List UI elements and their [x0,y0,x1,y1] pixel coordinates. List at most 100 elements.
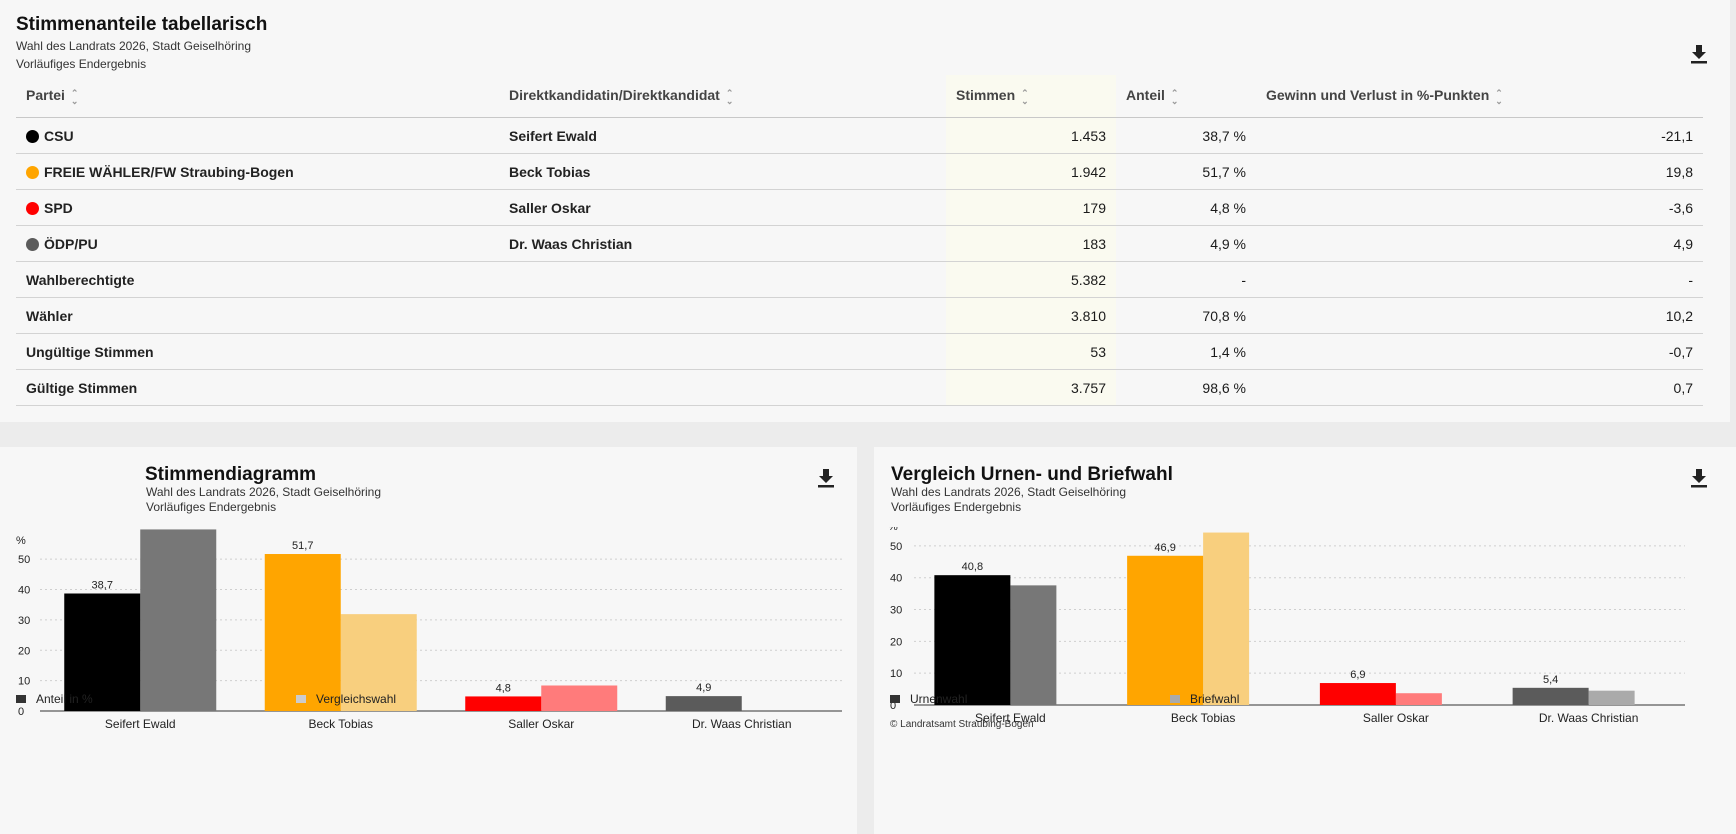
totals-row: Wahlberechtigte 5.382 - - [16,261,1703,298]
votes-value: 53 [946,333,1116,370]
header-stimmen[interactable]: Stimmen ⌃ ⌄ [946,75,1116,118]
y-tick-label: 50 [890,541,902,553]
header-kandidat[interactable]: Direktkandidatin/Direktkandidat ⌃ ⌄ [499,75,946,118]
download-icon[interactable] [1690,468,1708,488]
party-color-dot [26,129,39,143]
bar-vergleichswahl[interactable] [340,614,417,711]
change-value: 4,9 [1256,225,1703,262]
data-label: 5,4 [1543,674,1558,686]
y-axis-unit: % [16,535,26,547]
bar-urnenwahl[interactable] [1512,687,1589,705]
bar-urnenwahl[interactable] [1127,555,1204,705]
legend-item: Vergleichswahl [296,692,396,706]
change-value: -21,1 [1256,117,1703,154]
sort-icon[interactable]: ⌃ ⌄ [725,87,734,106]
legend-label: Anteil in % [36,692,93,706]
share-value: 70,8 % [1116,297,1256,334]
votes-value: 1.942 [946,153,1116,190]
x-category-label: Seifert Ewald [975,711,1046,725]
votes-value: 179 [946,189,1116,226]
download-icon[interactable] [817,468,835,488]
share-value: - [1116,261,1256,298]
sort-icon[interactable]: ⌃ ⌄ [1170,87,1179,106]
legend-label: Urnenwahl [910,692,968,706]
share-value: 4,9 % [1116,225,1256,262]
bar-briefwahl[interactable] [1588,690,1635,705]
x-category-label: Beck Tobias [309,717,373,731]
table-row: CSU Seifert Ewald 1.453 38,7 % -21,1 [16,117,1703,154]
data-label: 4,9 [696,682,711,694]
legend-item: Anteil in % [16,692,93,706]
data-label: 40,8 [962,561,983,573]
data-label: 46,9 [1154,542,1175,554]
header-anteil[interactable]: Anteil ⌃ ⌄ [1116,75,1256,118]
x-category-label: Beck Tobias [1171,711,1235,725]
copyright-text: © Landratsamt Straubing-Bogen [890,719,1034,730]
bar-anteil-in-[interactable] [665,696,742,711]
bar-briefwahl[interactable] [1203,532,1250,705]
download-icon[interactable] [1690,44,1708,64]
legend-label: Briefwahl [1190,692,1240,706]
header-gewinn[interactable]: Gewinn und Verlust in %-Punkten ⌃ ⌄ [1256,75,1703,118]
bar-urnenwahl[interactable] [1319,683,1396,705]
votes-value: 3.810 [946,297,1116,334]
y-tick-label: 0 [890,700,896,712]
candidate-name: Dr. Waas Christian [499,225,946,262]
votes-value: 1.453 [946,117,1116,154]
change-value: 0,7 [1256,369,1703,406]
table-row: ÖDP/PU Dr. Waas Christian 183 4,9 % 4,9 [16,225,1703,262]
chart1-status: Vorläufiges Endergebnis [146,500,277,514]
totals-row: Gültige Stimmen 3.757 98,6 % 0,7 [16,369,1703,406]
change-value: -3,6 [1256,189,1703,226]
sort-icon[interactable]: ⌃ ⌄ [1495,87,1503,106]
table-row: SPD Saller Oskar 179 4,8 % -3,6 [16,189,1703,226]
change-value: - [1256,261,1703,298]
sort-icon[interactable]: ⌃ ⌄ [70,87,79,106]
table-panel: Stimmenanteile tabellarisch Wahl des Lan… [0,0,1730,422]
bar-anteil-in-[interactable] [264,554,341,711]
data-label: 51,7 [292,540,313,552]
chart1-subtitle: Wahl des Landrats 2026, Stadt Geiselhöri… [146,485,382,499]
y-tick-label: 20 [890,636,902,648]
change-value: 19,8 [1256,153,1703,190]
share-value: 4,8 % [1116,189,1256,226]
bar-anteil-in-[interactable] [465,696,542,711]
legend-label: Vergleichswahl [316,692,397,706]
party-name: CSU [44,127,74,144]
stimmendiagramm-chart: % 0 10 20 30 40 50 38,7 Seifert Ewald 51,7 Beck To… [16,529,842,731]
table-row: FREIE WÄHLER/FW Straubing-Bogen Beck Tob… [16,153,1703,190]
change-value: -0,7 [1256,333,1703,370]
data-label: 4,8 [496,682,511,694]
bar-anteil-in-[interactable] [64,593,141,711]
share-value: 98,6 % [1116,369,1256,406]
party-color-dot [26,237,39,251]
y-tick-label: 40 [18,585,30,597]
totals-label: Wahlberechtigte [16,261,499,298]
candidate-name: Seifert Ewald [499,117,946,154]
table-title: Stimmenanteile tabellarisch [16,14,268,35]
votes-value: 3.757 [946,369,1116,406]
totals-row: Ungültige Stimmen 53 1,4 % -0,7 [16,333,1703,370]
share-value: 51,7 % [1116,153,1256,190]
header-partei[interactable]: Partei ⌃ ⌄ [16,75,499,118]
legend-swatch [890,695,900,703]
share-value: 38,7 % [1116,117,1256,154]
totals-row: Wähler 3.810 70,8 % 10,2 [16,297,1703,334]
table-subtitle: Wahl des Landrats 2026, Stadt Geiselhöri… [16,39,252,53]
bar-briefwahl[interactable] [1010,585,1057,705]
legend-swatch [1170,695,1180,703]
x-category-label: Dr. Waas Christian [1539,711,1639,725]
totals-label: Ungültige Stimmen [16,333,499,370]
table-status: Vorläufiges Endergebnis [16,57,147,71]
legend-item: Urnenwahl [890,692,967,706]
bar-urnenwahl[interactable] [934,575,1011,705]
bar-vergleichswahl[interactable] [140,529,217,711]
votes-value: 5.382 [946,261,1116,298]
y-axis-unit: % [888,527,898,533]
bar-briefwahl[interactable] [1395,693,1442,705]
votes-value: 183 [946,225,1116,262]
candidate-name: Beck Tobias [499,153,946,190]
x-category-label: Dr. Waas Christian [692,717,792,731]
bar-vergleichswahl[interactable] [541,685,618,711]
sort-icon[interactable]: ⌃ ⌄ [1021,87,1029,106]
